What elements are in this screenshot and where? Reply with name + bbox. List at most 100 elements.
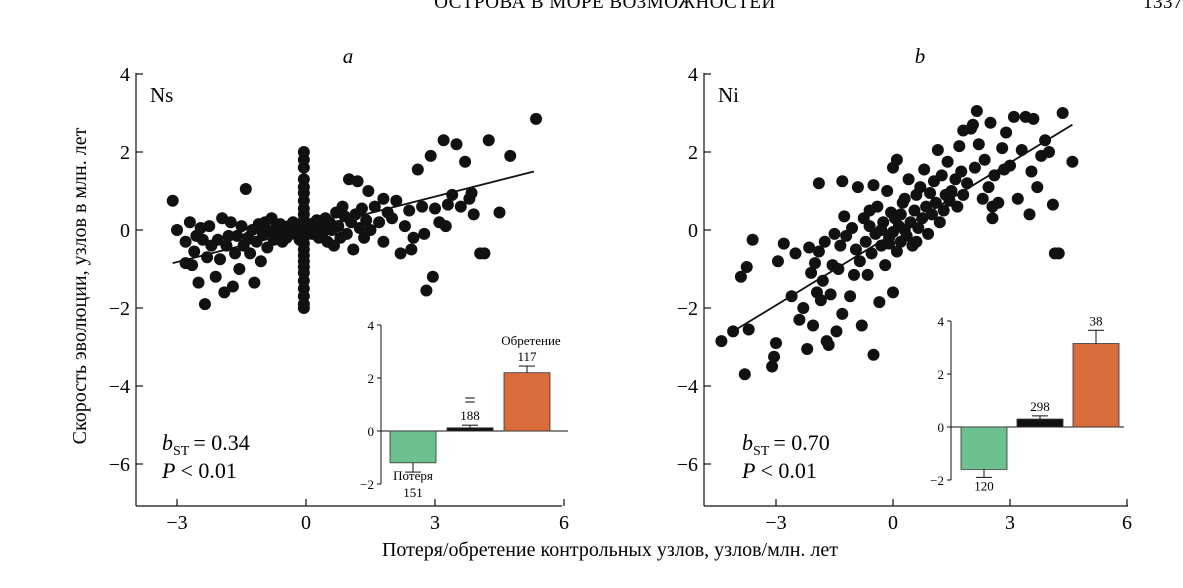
scatter-point: [807, 319, 820, 332]
scatter-point: [883, 237, 896, 250]
running-title: ОСТРОВА В МОРЕ ВОЗМОЖНОСТЕЙ: [434, 0, 776, 13]
scatter-point: [957, 124, 970, 137]
scatter-point: [818, 235, 831, 248]
scatter-point: [1052, 247, 1065, 260]
scatter-point: [768, 350, 781, 363]
inset-bar-count: 38: [1090, 313, 1103, 328]
scatter-point: [454, 200, 467, 213]
scatter-point: [403, 204, 416, 217]
scatter-point: [166, 194, 179, 207]
scatter-point: [364, 224, 377, 236]
scatter-point: [222, 229, 235, 242]
y-tick-label: −2: [109, 298, 130, 320]
inset-y-tick-label: −2: [930, 473, 944, 488]
scatter-point: [836, 307, 849, 320]
scatter-point: [912, 222, 925, 235]
inset-bar-count: 298: [1030, 399, 1050, 414]
scatter-point: [812, 177, 825, 190]
y-tick-label: −4: [109, 376, 130, 398]
scatter-point: [742, 323, 755, 336]
scatter-point: [851, 181, 864, 194]
scatter-point: [332, 220, 345, 233]
scatter-point: [373, 216, 386, 229]
scatter-point: [224, 216, 237, 229]
panel-axes: 4 2 0 −2 −4 −6 −3 0 3 6: [677, 64, 1132, 534]
scatter-point: [846, 222, 859, 235]
panel-a: a Ns 4 2 0 −2 −4 −6 −3 0 3 6 bST = 0.34 P < 0.01 4 2…: [109, 44, 574, 534]
y-tick-label: 4: [688, 64, 698, 86]
scatter-point: [1025, 165, 1038, 178]
scatter-point: [978, 153, 991, 166]
inset-bar-label: =: [464, 390, 475, 412]
inset-bar-count: 117: [517, 349, 537, 364]
scatter-point: [1046, 198, 1059, 211]
scatter-point: [863, 204, 876, 217]
scatter-point: [424, 149, 437, 162]
y-tick-label: 2: [688, 142, 698, 164]
scatter-point: [179, 235, 192, 248]
scatter-point: [929, 196, 942, 209]
scatter-point: [890, 245, 903, 258]
scatter-point: [832, 263, 845, 275]
x-tick-label: 6: [1122, 512, 1132, 534]
x-tick-label: 3: [1005, 512, 1015, 534]
scatter-point: [834, 239, 847, 252]
x-tick-label: −3: [765, 512, 786, 534]
scatter-point: [465, 186, 478, 199]
inset-y-tick-label: 4: [938, 314, 945, 329]
scatter-point: [734, 270, 747, 283]
scatter-point: [446, 188, 459, 201]
scatter-point: [411, 163, 424, 176]
scatter-point: [933, 216, 946, 229]
scatter-point: [879, 259, 892, 272]
scatter-point: [914, 181, 927, 194]
y-tick-label: −2: [677, 298, 698, 320]
scatter-point: [822, 339, 835, 352]
scatter-point: [785, 290, 798, 303]
y-tick-label: 0: [120, 220, 130, 242]
scatter-point: [951, 200, 964, 213]
scatter-point: [789, 247, 802, 260]
scatter-point: [405, 243, 418, 256]
scatter-point: [844, 290, 857, 303]
scatter-point: [1000, 126, 1013, 139]
scatter-point: [809, 257, 821, 270]
scatter-point: [377, 192, 390, 205]
scatter-point: [887, 286, 899, 299]
scatter-point: [441, 198, 454, 211]
scatter-point: [867, 348, 880, 361]
scatter-point: [420, 284, 433, 297]
inset-bar: [446, 427, 494, 432]
scatter-point: [450, 138, 463, 151]
scatter-point: [848, 268, 860, 281]
stat-b: bST = 0.34: [162, 430, 250, 459]
scatter-point: [955, 165, 968, 178]
scatter-point: [211, 233, 224, 246]
inset-bar: [1072, 343, 1120, 428]
scatter-point: [873, 296, 886, 309]
panel-axes: 4 2 0 −2 −4 −6 −3 0 3 6: [109, 64, 569, 534]
scatter-point: [360, 214, 373, 227]
scatter-point: [429, 202, 441, 215]
inset-bar-count: 151: [403, 485, 423, 500]
scatter-point: [1056, 107, 1069, 119]
scatter-point: [996, 142, 1009, 155]
scatter-point: [918, 163, 931, 176]
scatter-point: [231, 229, 244, 242]
scatter-point: [805, 266, 818, 279]
y-axis-title: Скорость эволюции, узлов в млн. лет: [69, 127, 91, 444]
scatter-point: [188, 245, 201, 258]
scatter-point: [171, 224, 183, 236]
scatter-point: [297, 302, 310, 314]
scatter-point: [220, 239, 233, 252]
scatter-point: [966, 118, 979, 131]
scatter-point: [968, 161, 981, 174]
scatter-point: [937, 204, 950, 217]
scatter-point: [910, 235, 923, 248]
scatter-point: [336, 200, 349, 213]
scatter-point: [467, 208, 480, 221]
inset-bar-label: Обретение: [501, 333, 561, 348]
scatter-point: [875, 224, 888, 236]
scatter-point: [297, 161, 310, 174]
